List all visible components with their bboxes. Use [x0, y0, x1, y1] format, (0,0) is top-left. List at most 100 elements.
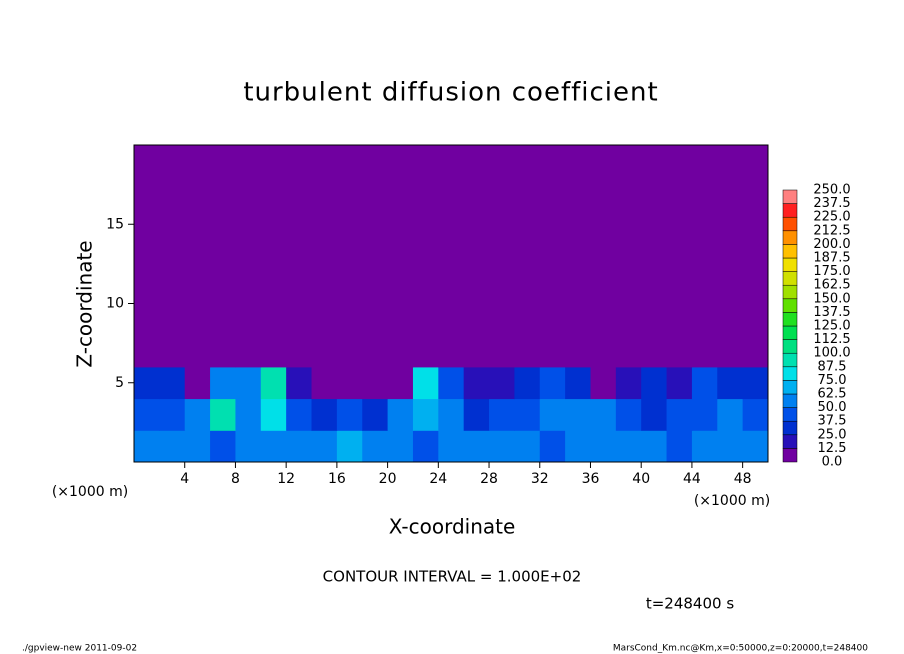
heat-cell — [489, 430, 515, 463]
heat-cell — [235, 145, 262, 368]
colorbar-band — [782, 284, 798, 300]
x-axis-label: X-coordinate — [389, 515, 516, 539]
footer-left: ./gpview-new 2011-09-02 — [22, 644, 137, 654]
heat-cell — [717, 398, 744, 431]
heat-cell — [159, 366, 186, 400]
heat-cell — [463, 366, 490, 400]
x-tick-label: 40 — [632, 471, 650, 487]
colorbar-band — [782, 298, 798, 313]
heat-cell — [387, 430, 414, 463]
heat-cell — [463, 145, 490, 368]
heat-cell — [387, 145, 414, 368]
heat-cell — [235, 430, 262, 463]
heat-cell — [260, 398, 287, 431]
heat-cell — [260, 145, 287, 368]
colorbar-band — [782, 448, 798, 463]
heat-cell — [539, 398, 566, 431]
heat-cell — [336, 398, 363, 431]
heat-cell — [489, 398, 515, 431]
colorbar-band — [782, 230, 798, 245]
heat-cell — [235, 366, 262, 400]
heat-cell — [210, 430, 236, 463]
colorbar-band — [782, 434, 798, 449]
colorbar-band — [782, 312, 798, 327]
colorbar-band — [782, 257, 798, 272]
colorbar-label: 75.0 — [818, 373, 847, 388]
heat-cell — [184, 430, 211, 463]
y-tick-label: 5 — [115, 375, 124, 391]
heat-cell — [742, 430, 769, 463]
y-axis-label: Z-coordinate — [73, 240, 97, 367]
colorbar-band — [782, 339, 798, 354]
heat-cell — [691, 145, 718, 368]
time-label: t=248400 s — [646, 595, 734, 613]
colorbar-label: 187.5 — [813, 251, 850, 266]
colorbar-band — [782, 352, 798, 368]
heat-cell — [742, 145, 769, 368]
colorbar-label: 87.5 — [818, 359, 847, 374]
heat-cell — [641, 398, 668, 431]
heat-cell — [590, 430, 617, 463]
colorbar-label: 37.5 — [818, 414, 847, 429]
contour-note: CONTOUR INTERVAL = 1.000E+02 — [323, 568, 582, 586]
x-tick-label: 20 — [379, 471, 397, 487]
x-tick-label: 44 — [683, 471, 701, 487]
colorbar-label: 112.5 — [813, 332, 850, 347]
colorbar-band — [782, 271, 798, 286]
heat-cell — [336, 366, 363, 400]
heat-cell — [362, 398, 389, 431]
heat-cell — [184, 145, 211, 368]
colorbar-label: 25.0 — [818, 427, 847, 442]
heat-cell — [134, 366, 160, 400]
heat-cell — [159, 398, 186, 431]
y-tick-label: 15 — [106, 216, 124, 232]
x-tick-label: 12 — [277, 471, 295, 487]
colorbar-band — [782, 393, 798, 408]
heat-cell — [336, 430, 363, 463]
heat-cell — [641, 430, 668, 463]
colorbar-band — [782, 216, 798, 232]
heat-cell — [691, 398, 718, 431]
heat-cell — [438, 366, 465, 400]
x-tick-label: 8 — [231, 471, 240, 487]
x-tick-label: 16 — [328, 471, 346, 487]
heat-cell — [590, 145, 617, 368]
heat-cell — [717, 430, 744, 463]
x-tick-label: 48 — [734, 471, 752, 487]
colorbar-label: 175.0 — [813, 264, 850, 279]
heat-cell — [565, 366, 591, 400]
heat-cell — [362, 366, 389, 400]
heat-cell — [742, 366, 769, 400]
heat-cell — [438, 145, 465, 368]
x-tick-label: 32 — [531, 471, 549, 487]
heat-cell — [311, 398, 338, 431]
colorbar-band — [782, 420, 798, 436]
heat-cell — [565, 145, 591, 368]
heat-cell — [615, 398, 642, 431]
heat-cell — [387, 398, 414, 431]
y-tick-label: 10 — [106, 296, 124, 312]
colorbar-label: 225.0 — [813, 210, 850, 225]
colorbar-label: 50.0 — [818, 400, 847, 415]
heat-cell — [565, 398, 591, 431]
heat-cell — [691, 366, 718, 400]
heat-cell — [590, 366, 617, 400]
heat-cell — [463, 430, 490, 463]
heat-cell — [210, 145, 236, 368]
heat-cell — [615, 145, 642, 368]
colorbar-label: 137.5 — [813, 305, 850, 320]
heat-cell — [590, 398, 617, 431]
x-tick-label: 28 — [480, 471, 498, 487]
heat-cell — [666, 398, 693, 431]
heat-cell — [539, 430, 566, 463]
heat-cell — [387, 366, 414, 400]
heat-cell — [159, 145, 186, 368]
heat-cell — [539, 145, 566, 368]
colorbar-band — [782, 189, 798, 204]
heat-cell — [742, 398, 769, 431]
colorbar-label: 100.0 — [813, 346, 850, 361]
colorbar-band — [782, 407, 798, 422]
x-tick-label: 4 — [180, 471, 189, 487]
heat-cell — [463, 398, 490, 431]
